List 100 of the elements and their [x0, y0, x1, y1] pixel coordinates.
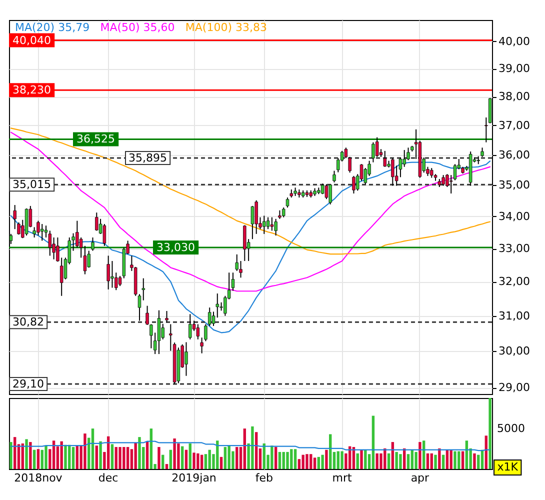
- bar: [454, 451, 456, 469]
- bar: [434, 454, 437, 469]
- candlestick: [402, 150, 406, 168]
- candlestick: [372, 142, 375, 163]
- bar: [200, 454, 204, 469]
- y-tick-label: 39,00: [498, 62, 530, 76]
- bar: [438, 448, 441, 469]
- bar: [84, 434, 86, 469]
- bar: [321, 454, 324, 469]
- bar: [76, 446, 79, 469]
- bar: [461, 451, 464, 469]
- bar: [395, 452, 398, 469]
- candlestick: [332, 170, 336, 183]
- bar: [180, 446, 184, 469]
- y-tick-label: 30,00: [498, 344, 530, 358]
- candlestick: [480, 147, 484, 158]
- candlestick: [484, 116, 488, 143]
- bar: [208, 450, 211, 469]
- bar: [184, 450, 188, 469]
- bar: [118, 446, 122, 469]
- bar: [290, 449, 293, 469]
- bar: [72, 446, 75, 469]
- ref-line-label: 30,82: [12, 316, 44, 329]
- bar: [356, 453, 359, 469]
- bar: [251, 426, 254, 469]
- bar: [294, 449, 297, 469]
- x-tick-label: feb: [255, 472, 273, 484]
- x-tick-label: 2018nov: [14, 472, 63, 484]
- candlestick: [324, 184, 328, 200]
- ref-line-label: 35,895: [128, 151, 168, 164]
- candlestick: [274, 218, 278, 236]
- bar: [430, 453, 433, 469]
- bar: [110, 444, 114, 469]
- candlestick: [188, 314, 192, 340]
- ref-line-label: 36,525: [76, 132, 116, 146]
- y-tick-label: 36,00: [498, 148, 530, 162]
- candlestick: [453, 164, 457, 181]
- bar: [477, 454, 480, 469]
- y-tick-label: 38,00: [498, 90, 530, 104]
- bar: [36, 449, 40, 469]
- bar: [64, 444, 67, 469]
- x-tick-label: 2019jan: [172, 472, 216, 484]
- candlestick: [165, 310, 168, 323]
- bar: [282, 452, 285, 469]
- bar: [340, 451, 344, 469]
- bar: [426, 453, 430, 469]
- candlestick: [352, 175, 356, 194]
- candlestick: [266, 216, 270, 230]
- bar: [414, 452, 418, 469]
- ref-line-label: 29,10: [12, 377, 44, 390]
- bar: [150, 428, 153, 469]
- candlestick: [91, 236, 94, 252]
- candlestick: [106, 255, 110, 290]
- y-tick-label: 29,00: [498, 381, 530, 394]
- ref-line-label: 38,230: [12, 84, 52, 97]
- bar: [29, 442, 32, 469]
- bar: [422, 440, 426, 469]
- candlestick: [344, 147, 348, 159]
- bar: [146, 441, 149, 469]
- y-tick-label: 33,00: [498, 242, 530, 256]
- bar: [270, 446, 274, 469]
- bar: [192, 452, 196, 469]
- bar: [298, 459, 301, 469]
- bar: [134, 442, 137, 469]
- text: 5000: [497, 422, 525, 436]
- bar: [91, 428, 94, 469]
- y-tick-label: 34,00: [498, 210, 530, 223]
- bar: [10, 442, 12, 469]
- bar: [329, 434, 332, 469]
- candlestick: [282, 207, 286, 218]
- candlestick: [184, 342, 188, 376]
- ref-line-label: 35,015: [12, 178, 52, 192]
- x-tick-label: apr: [410, 472, 430, 484]
- bar: [25, 439, 28, 469]
- candlestick: [40, 223, 44, 242]
- candlestick: [270, 216, 274, 232]
- candlestick: [212, 311, 216, 326]
- candlestick: [364, 168, 368, 185]
- y-tick-label: 37,00: [498, 118, 530, 132]
- bar: [165, 464, 168, 469]
- candlestick: [13, 204, 16, 230]
- bar: [317, 456, 320, 469]
- candlestick: [250, 205, 254, 240]
- line-series: [10, 128, 491, 255]
- bar: [406, 454, 410, 469]
- x-tick-label: dec: [98, 472, 118, 484]
- bar: [95, 446, 98, 469]
- bar: [278, 452, 282, 469]
- bar: [274, 446, 278, 469]
- text: MA(50) 35,60: [100, 21, 175, 34]
- text: MA(20) 35,79: [15, 21, 90, 34]
- bar: [473, 453, 476, 469]
- candlestick: [142, 278, 145, 301]
- candlestick: [450, 174, 453, 194]
- bar: [122, 446, 126, 469]
- bar: [488, 398, 492, 469]
- bar: [458, 451, 460, 469]
- bar: [364, 450, 367, 469]
- candlestick: [243, 224, 246, 262]
- bar: [188, 443, 192, 469]
